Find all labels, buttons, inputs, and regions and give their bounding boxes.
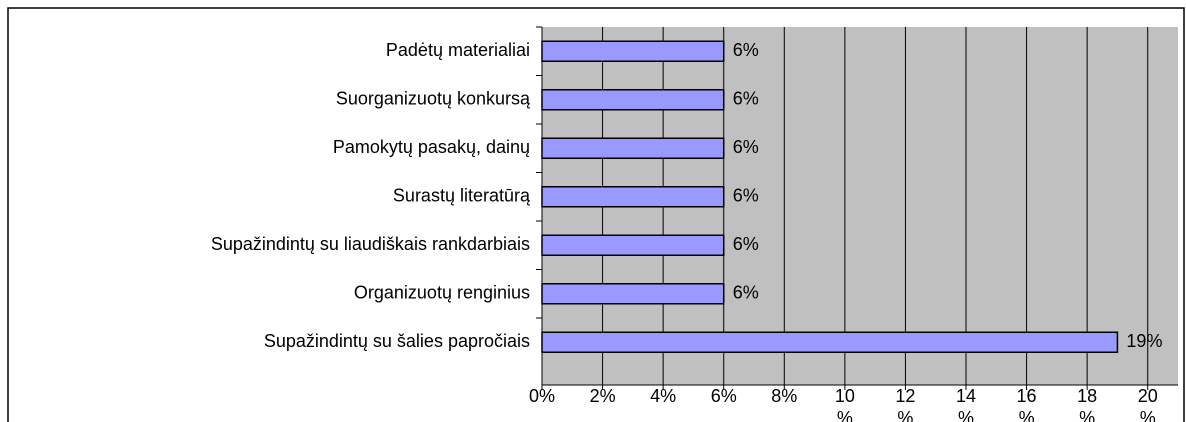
bar — [541, 186, 725, 208]
x-tick-label: 14% — [956, 386, 976, 422]
data-label: 6% — [733, 89, 759, 109]
x-tick-label: 20% — [1138, 386, 1158, 422]
y-tick-label: Organizuotų renginius — [354, 283, 530, 303]
bar — [541, 234, 725, 256]
x-tick-label: 0% — [529, 386, 555, 406]
y-tick-label: Padėtų materialiai — [386, 40, 530, 60]
x-tick-label: 8% — [771, 386, 797, 406]
x-tick-label: 16% — [1017, 386, 1037, 422]
data-label: 6% — [733, 40, 759, 60]
bar — [541, 89, 725, 111]
x-tick-label: 12% — [895, 386, 915, 422]
y-tick-label: Supažindintų su liaudiškais rankdarbiais — [211, 234, 530, 254]
y-tick-label: Surastų literatūrą — [393, 186, 531, 206]
x-tick-label: 4% — [650, 386, 676, 406]
x-tick-label: 10% — [835, 386, 855, 422]
bar — [541, 40, 725, 62]
y-tick-label: Supažindintų su šalies papročiais — [264, 331, 530, 351]
bar — [541, 331, 1119, 353]
x-tick-label: 2% — [590, 386, 616, 406]
y-tick-label: Suorganizuotų konkursą — [336, 89, 531, 109]
y-tick-label: Pamokytų pasakų, dainų — [333, 137, 530, 157]
data-label: 6% — [733, 234, 759, 254]
x-tick-label: 18% — [1077, 386, 1097, 422]
data-label: 6% — [733, 283, 759, 303]
data-label: 19% — [1126, 331, 1162, 351]
data-label: 6% — [733, 186, 759, 206]
x-tick-label: 6% — [711, 386, 737, 406]
bar — [541, 283, 725, 305]
bar — [541, 137, 725, 159]
data-label: 6% — [733, 137, 759, 157]
